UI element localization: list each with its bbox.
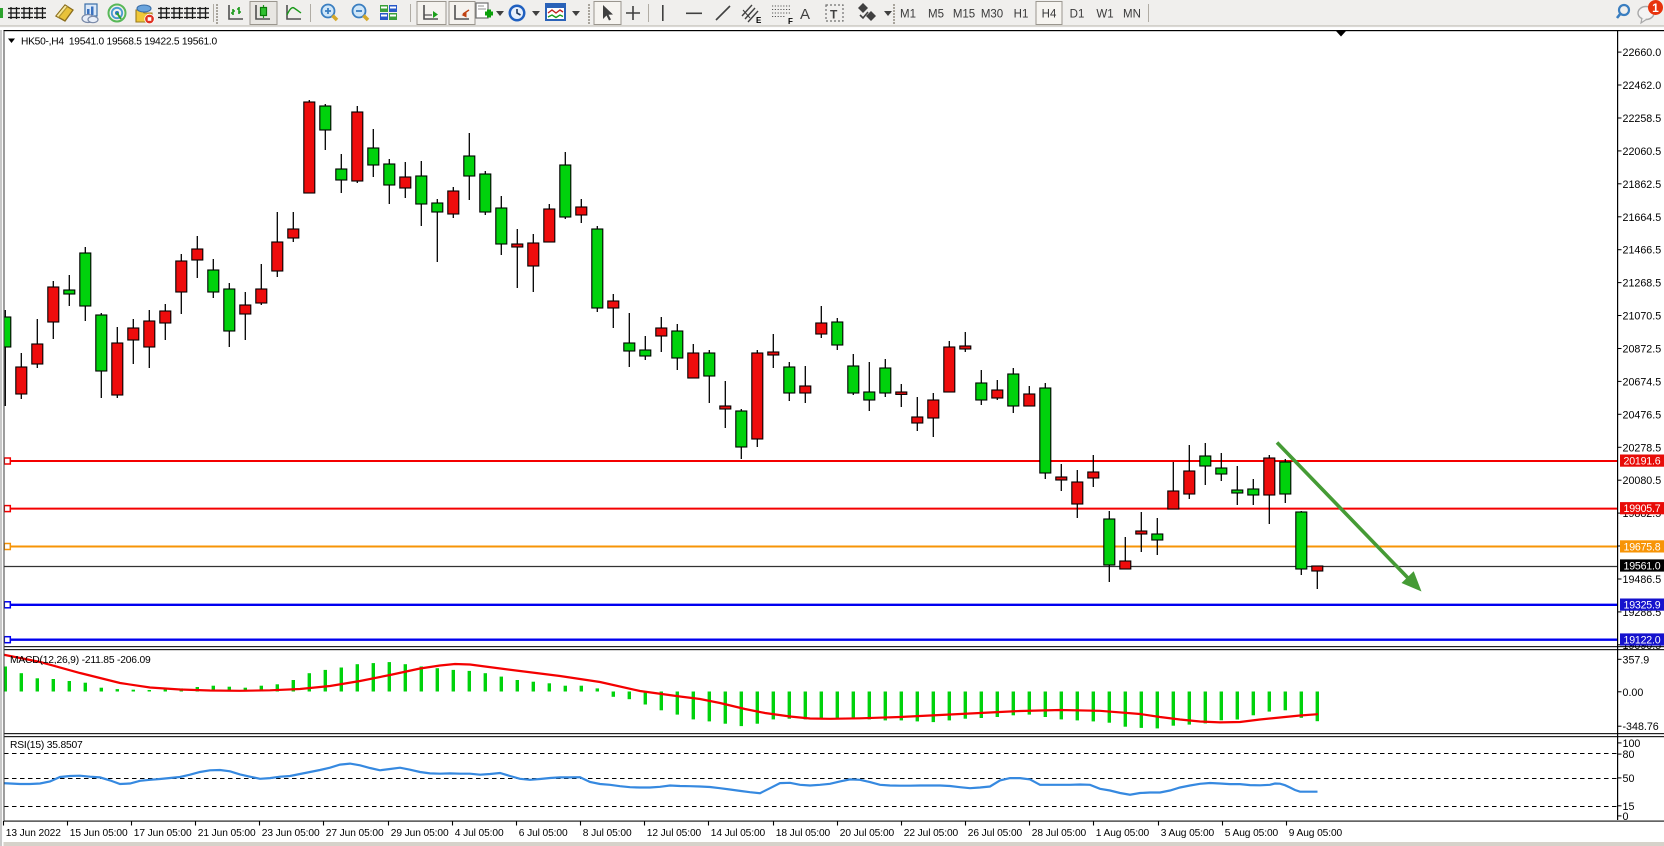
svg-text:19325.9: 19325.9 xyxy=(1624,600,1661,612)
svg-text:MN: MN xyxy=(1123,9,1141,21)
svg-text:12 Jul 05:00: 12 Jul 05:00 xyxy=(647,828,702,839)
svg-text:M5: M5 xyxy=(928,9,944,21)
svg-text:M15: M15 xyxy=(953,9,975,21)
svg-text:27 Jun 05:00: 27 Jun 05:00 xyxy=(326,828,384,839)
svg-text:5 Aug 05:00: 5 Aug 05:00 xyxy=(1225,828,1279,839)
svg-text:80: 80 xyxy=(1623,749,1635,761)
svg-text:9 Aug 05:00: 9 Aug 05:00 xyxy=(1289,828,1343,839)
svg-text:19675.8: 19675.8 xyxy=(1624,541,1661,553)
svg-text:8 Jul 05:00: 8 Jul 05:00 xyxy=(583,828,632,839)
svg-text:28 Jul 05:00: 28 Jul 05:00 xyxy=(1032,828,1087,839)
svg-text:20476.5: 20476.5 xyxy=(1623,409,1662,421)
svg-text:21466.5: 21466.5 xyxy=(1623,245,1662,257)
svg-text:19561.0: 19561.0 xyxy=(1624,561,1661,573)
svg-text:13 Jun 2022: 13 Jun 2022 xyxy=(6,828,61,839)
svg-text:1: 1 xyxy=(1652,1,1659,15)
svg-text:17 Jun 05:00: 17 Jun 05:00 xyxy=(134,828,192,839)
svg-text:19122.0: 19122.0 xyxy=(1624,635,1661,647)
svg-text:20191.6: 20191.6 xyxy=(1624,456,1661,468)
svg-text:3 Aug 05:00: 3 Aug 05:00 xyxy=(1161,828,1215,839)
svg-text:357.9: 357.9 xyxy=(1623,654,1650,666)
svg-text:H1: H1 xyxy=(1014,9,1029,21)
svg-text:14 Jul 05:00: 14 Jul 05:00 xyxy=(711,828,766,839)
svg-text:20674.5: 20674.5 xyxy=(1623,376,1662,388)
svg-text:RSI(15) 35.8507: RSI(15) 35.8507 xyxy=(10,740,83,751)
svg-text:20872.5: 20872.5 xyxy=(1623,344,1662,356)
svg-text:26 Jul 05:00: 26 Jul 05:00 xyxy=(968,828,1023,839)
svg-text:E: E xyxy=(756,16,762,25)
svg-text:23 Jun 05:00: 23 Jun 05:00 xyxy=(262,828,320,839)
svg-text:0: 0 xyxy=(1623,811,1629,823)
svg-text:50: 50 xyxy=(1623,773,1635,785)
svg-text:H4: H4 xyxy=(1042,9,1057,21)
svg-text:19905.7: 19905.7 xyxy=(1624,503,1661,515)
svg-text:6 Jul 05:00: 6 Jul 05:00 xyxy=(519,828,568,839)
svg-text:20080.5: 20080.5 xyxy=(1623,475,1662,487)
svg-text:HK50-,H4 19541.0 19568.5 1942: HK50-,H4 19541.0 19568.5 19422.5 19561.0 xyxy=(21,37,218,48)
svg-text:100: 100 xyxy=(1623,738,1641,750)
svg-text:W1: W1 xyxy=(1096,9,1113,21)
svg-text:21664.5: 21664.5 xyxy=(1623,212,1662,224)
svg-text:D1: D1 xyxy=(1070,9,1085,21)
svg-text:A: A xyxy=(800,6,810,23)
svg-text:18 Jul 05:00: 18 Jul 05:00 xyxy=(776,828,831,839)
svg-text:21268.5: 21268.5 xyxy=(1623,278,1662,290)
svg-text:22 Jul 05:00: 22 Jul 05:00 xyxy=(904,828,959,839)
svg-text:F: F xyxy=(788,17,793,26)
svg-text:T: T xyxy=(830,8,838,22)
svg-text:15: 15 xyxy=(1623,801,1635,813)
svg-text:20278.5: 20278.5 xyxy=(1623,442,1662,454)
svg-text:22258.5: 22258.5 xyxy=(1623,113,1662,125)
svg-text:21862.5: 21862.5 xyxy=(1623,179,1662,191)
svg-text:20 Jul 05:00: 20 Jul 05:00 xyxy=(840,828,895,839)
svg-text:22660.0: 22660.0 xyxy=(1623,47,1662,59)
svg-text:15 Jun 05:00: 15 Jun 05:00 xyxy=(70,828,128,839)
svg-text:21070.5: 21070.5 xyxy=(1623,311,1662,323)
svg-text:29 Jun 05:00: 29 Jun 05:00 xyxy=(391,828,449,839)
svg-text:0.00: 0.00 xyxy=(1623,687,1644,699)
svg-text:21 Jun 05:00: 21 Jun 05:00 xyxy=(198,828,256,839)
svg-text:19486.5: 19486.5 xyxy=(1623,574,1662,586)
svg-text:4 Jul 05:00: 4 Jul 05:00 xyxy=(455,828,504,839)
svg-text:M1: M1 xyxy=(900,9,916,21)
svg-text:1 Aug 05:00: 1 Aug 05:00 xyxy=(1096,828,1150,839)
svg-text:MACD(12,26,9) -211.85 -206.09: MACD(12,26,9) -211.85 -206.09 xyxy=(10,655,151,666)
svg-text:-348.76: -348.76 xyxy=(1623,721,1659,733)
svg-text:22462.0: 22462.0 xyxy=(1623,80,1662,92)
svg-text:22060.5: 22060.5 xyxy=(1623,146,1662,158)
svg-text:M30: M30 xyxy=(981,9,1003,21)
